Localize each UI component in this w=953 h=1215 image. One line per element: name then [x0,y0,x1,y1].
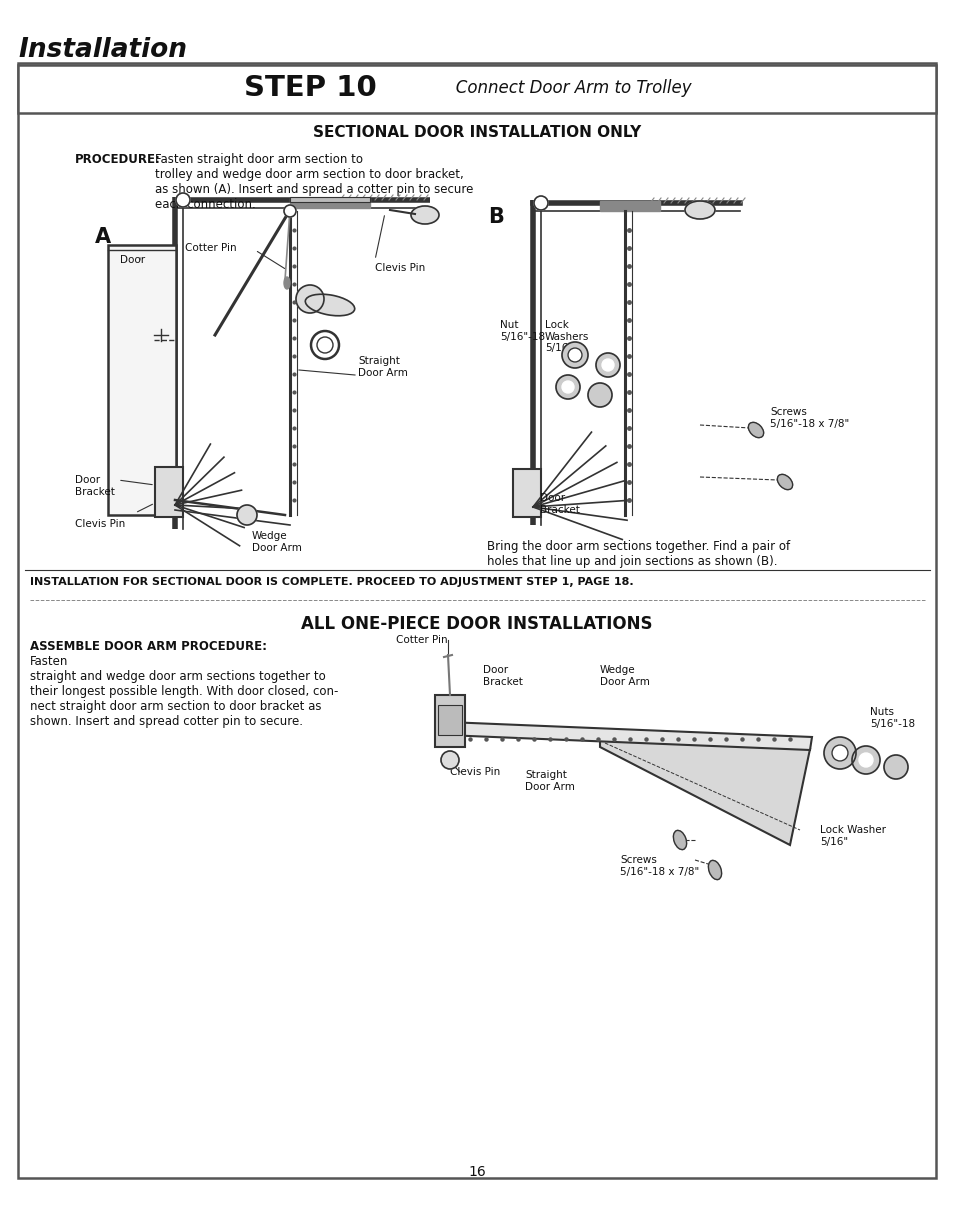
Circle shape [561,341,587,368]
Circle shape [311,330,338,358]
Text: Lock Washer
5/16": Lock Washer 5/16" [820,825,885,847]
Text: Straight
Door Arm: Straight Door Arm [357,356,408,378]
Text: Cotter Pin: Cotter Pin [185,243,236,253]
Circle shape [596,354,619,377]
Circle shape [858,753,872,767]
Bar [513,469,540,518]
Bar [18,64,935,113]
Ellipse shape [305,294,355,316]
Text: Cotter Pin: Cotter Pin [395,635,448,645]
Text: INSTALLATION FOR SECTIONAL DOOR IS COMPLETE. PROCEED TO ADJUSTMENT STEP 1, PAGE : INSTALLATION FOR SECTIONAL DOOR IS COMPL… [30,577,633,587]
Text: Door
Bracket: Door Bracket [539,493,579,515]
Text: Bring the door arm sections together. Find a pair of
holes that line up and join: Bring the door arm sections together. Fi… [486,539,789,567]
Ellipse shape [684,200,714,219]
Text: Clevis Pin: Clevis Pin [375,262,425,273]
Circle shape [823,738,855,769]
Text: Nuts
5/16"-18: Nuts 5/16"-18 [869,707,914,729]
Text: Nut
5/16"-18: Nut 5/16"-18 [499,320,544,341]
Bar [290,198,370,208]
Text: Clevis Pin: Clevis Pin [75,519,125,529]
Text: Wedge
Door Arm: Wedge Door Arm [252,531,301,553]
Text: Door: Door [120,255,145,265]
Ellipse shape [777,474,792,490]
Text: A: A [95,227,111,247]
Bar [108,245,175,515]
Ellipse shape [673,830,686,849]
Text: ALL ONE-PIECE DOOR INSTALLATIONS: ALL ONE-PIECE DOOR INSTALLATIONS [301,615,652,633]
Circle shape [556,375,579,399]
Text: SECTIONAL DOOR INSTALLATION ONLY: SECTIONAL DOOR INSTALLATION ONLY [313,125,640,140]
Text: Screws
5/16"-18 x 7/8": Screws 5/16"-18 x 7/8" [769,407,848,429]
Text: Connect Door Arm to Trolley: Connect Door Arm to Trolley [439,79,691,97]
Circle shape [175,193,190,207]
Circle shape [534,196,547,210]
Bar [437,705,461,735]
Text: Installation: Installation [18,36,187,63]
Text: PROCEDURE:: PROCEDURE: [75,153,161,166]
Circle shape [236,505,256,525]
Circle shape [561,382,574,392]
Text: B: B [488,207,503,227]
Circle shape [601,358,614,371]
Polygon shape [599,738,809,844]
Bar [435,695,464,747]
Circle shape [831,745,847,761]
Text: Fasten straight door arm section to
trolley and wedge door arm section to door b: Fasten straight door arm section to trol… [154,153,473,211]
Text: Straight
Door Arm: Straight Door Arm [524,770,575,792]
Text: Clevis Pin: Clevis Pin [450,767,499,778]
Ellipse shape [284,277,290,289]
Bar [599,200,659,211]
Circle shape [567,347,581,362]
Ellipse shape [411,207,438,224]
Ellipse shape [708,860,720,880]
Circle shape [851,746,879,774]
Polygon shape [444,722,811,750]
Text: 16: 16 [468,1165,485,1179]
Text: ASSEMBLE DOOR ARM PROCEDURE:: ASSEMBLE DOOR ARM PROCEDURE: [30,640,267,652]
Text: Door
Bracket: Door Bracket [75,475,114,497]
Text: Screws
5/16"-18 x 7/8": Screws 5/16"-18 x 7/8" [619,855,699,876]
Circle shape [587,383,612,407]
Text: STEP 10: STEP 10 [243,74,376,102]
Text: Lock
Washers
5/16": Lock Washers 5/16" [544,320,589,354]
Bar [154,467,183,518]
Circle shape [284,205,295,217]
Ellipse shape [747,423,762,437]
Circle shape [295,286,324,313]
Circle shape [440,751,458,769]
Bar [290,197,370,202]
Text: Door
Bracket: Door Bracket [482,666,522,686]
Circle shape [883,755,907,779]
Text: Fasten
straight and wedge door arm sections together to
their longest possible l: Fasten straight and wedge door arm secti… [30,655,338,728]
Text: Wedge
Door Arm: Wedge Door Arm [599,666,649,686]
Circle shape [316,337,333,354]
